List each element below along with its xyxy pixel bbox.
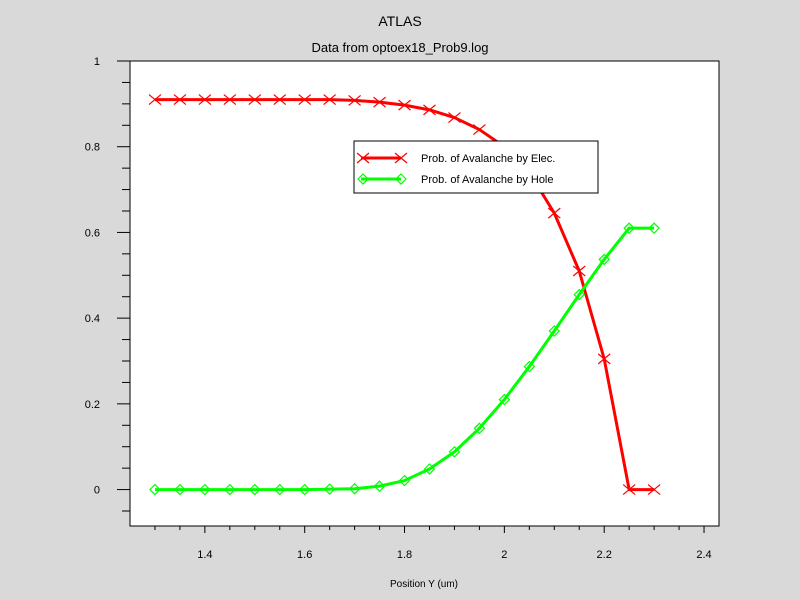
x-marker bbox=[394, 152, 408, 164]
x-marker-stroke bbox=[547, 207, 561, 219]
x-marker bbox=[248, 94, 262, 106]
x-marker-stroke bbox=[248, 94, 262, 106]
x-marker bbox=[198, 94, 212, 106]
x-marker bbox=[348, 94, 362, 106]
x-marker-stroke bbox=[448, 112, 461, 124]
x-tick-label: 1.4 bbox=[197, 549, 212, 561]
x-marker-stroke bbox=[273, 94, 287, 106]
diamond-marker bbox=[348, 482, 361, 495]
diamond-marker bbox=[174, 483, 186, 496]
x-marker bbox=[148, 94, 162, 106]
x-axis: 1.4 1.6 1.8 2 2.2 2.4 bbox=[154, 526, 712, 561]
x-tick-label: 1.6 bbox=[297, 549, 312, 561]
diamond-marker bbox=[423, 463, 436, 475]
x-marker bbox=[273, 94, 287, 106]
x-marker bbox=[622, 484, 636, 496]
x-marker-stroke bbox=[394, 152, 408, 164]
x-tick-label: 2.2 bbox=[597, 549, 612, 561]
legend-label: Prob. of Avalanche by Hole bbox=[421, 174, 554, 186]
diamond-marker bbox=[523, 360, 536, 373]
x-marker bbox=[597, 353, 611, 365]
y-tick-label: 0 bbox=[94, 485, 100, 497]
x-marker bbox=[423, 104, 436, 116]
diamond-marker bbox=[498, 393, 511, 406]
x-marker-stroke bbox=[223, 94, 237, 106]
y-tick-label: 1 bbox=[94, 56, 100, 68]
x-marker-stroke bbox=[373, 96, 386, 108]
x-tick-label: 2.4 bbox=[696, 549, 711, 561]
x-tick-label: 2 bbox=[501, 549, 507, 561]
y-tick-label: 0.8 bbox=[85, 142, 100, 154]
diamond-marker bbox=[473, 422, 486, 435]
diamond-marker bbox=[448, 446, 461, 458]
x-marker bbox=[647, 484, 661, 496]
x-marker bbox=[572, 265, 586, 277]
x-marker bbox=[547, 207, 561, 219]
x-marker-stroke bbox=[572, 265, 586, 277]
y-axis: 0 0.2 0.4 0.6 0.8 1 bbox=[85, 56, 130, 512]
x-marker-stroke bbox=[647, 484, 661, 496]
x-marker bbox=[223, 94, 237, 106]
x-marker-stroke bbox=[597, 353, 611, 365]
diamond-marker bbox=[598, 253, 611, 266]
x-marker-stroke bbox=[298, 94, 312, 106]
y-tick-label: 0.6 bbox=[85, 227, 100, 239]
x-marker-stroke bbox=[423, 104, 436, 116]
diamond-marker bbox=[573, 288, 586, 301]
x-marker bbox=[373, 96, 386, 108]
diamond-marker bbox=[373, 480, 386, 492]
x-tick-label: 1.8 bbox=[397, 549, 412, 561]
diamond-marker bbox=[548, 325, 561, 337]
series-hole bbox=[149, 222, 660, 496]
legend: Prob. of Avalanche by Elec. Prob. of Aval… bbox=[353, 140, 599, 194]
diamond-marker bbox=[199, 483, 211, 496]
diamond-marker bbox=[395, 173, 407, 185]
diamond-marker bbox=[323, 483, 336, 495]
x-marker bbox=[448, 112, 461, 124]
x-marker-stroke bbox=[348, 94, 362, 106]
diamond-marker bbox=[223, 483, 236, 496]
chart-title: ATLAS bbox=[378, 13, 421, 29]
diamond-marker bbox=[398, 474, 411, 487]
x-marker bbox=[323, 94, 337, 106]
x-marker-stroke bbox=[356, 152, 370, 164]
series-line bbox=[154, 226, 655, 492]
x-marker bbox=[298, 94, 312, 106]
legend-box bbox=[353, 140, 599, 194]
x-marker bbox=[473, 124, 486, 136]
x-axis-label: Position Y (um) bbox=[390, 579, 458, 590]
diamond-marker bbox=[357, 173, 369, 185]
diamond-marker bbox=[248, 483, 261, 496]
diamond-marker bbox=[298, 483, 311, 496]
x-marker-stroke bbox=[398, 99, 411, 111]
y-tick-label: 0.4 bbox=[85, 313, 100, 325]
plot-area bbox=[129, 60, 720, 527]
diamond-marker bbox=[149, 483, 161, 496]
legend-label: Prob. of Avalanche by Elec. bbox=[421, 153, 555, 165]
x-marker-stroke bbox=[473, 124, 486, 136]
x-marker bbox=[173, 94, 187, 106]
x-marker bbox=[356, 152, 370, 164]
diamond-marker bbox=[623, 222, 636, 234]
diamond-marker bbox=[648, 222, 660, 234]
x-marker bbox=[398, 99, 411, 111]
diamond-marker bbox=[273, 483, 286, 496]
x-marker-stroke bbox=[173, 94, 187, 106]
chart-subtitle: Data from optoex18_Prob9.log bbox=[311, 40, 488, 55]
x-marker-stroke bbox=[323, 94, 337, 106]
y-tick-label: 0.2 bbox=[85, 399, 100, 411]
x-marker-stroke bbox=[198, 94, 212, 106]
x-marker-stroke bbox=[148, 94, 162, 106]
x-marker-stroke bbox=[622, 484, 636, 496]
